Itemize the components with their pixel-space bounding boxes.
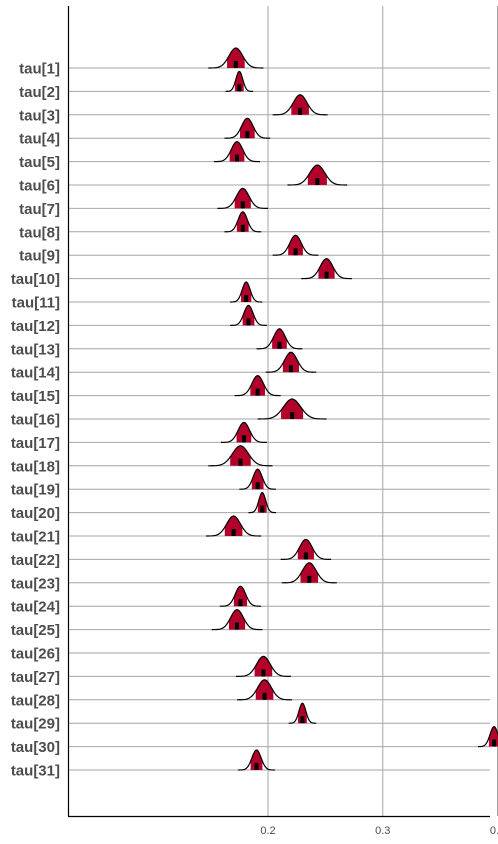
y-tick-label: tau[9]	[19, 248, 60, 265]
median-marker	[307, 576, 311, 583]
median-marker	[294, 248, 298, 255]
y-tick-label: tau[14]	[11, 365, 60, 382]
y-tick-label: tau[8]	[19, 224, 60, 241]
median-marker	[277, 342, 281, 349]
median-marker	[238, 459, 242, 466]
median-marker	[298, 108, 302, 115]
y-tick-label: tau[15]	[11, 388, 60, 405]
y-tick-label: tau[21]	[11, 529, 60, 546]
median-marker	[304, 552, 308, 559]
y-axis-labels: tau[1] tau[2] tau[3] tau[4] tau[5] tau[6] tau[…	[11, 61, 60, 780]
median-marker	[238, 599, 242, 606]
y-tick-label: tau[18]	[11, 458, 60, 475]
x-tick-label: 0.3	[375, 825, 390, 837]
y-tick-label: tau[30]	[11, 739, 60, 756]
y-tick-label: tau[10]	[11, 271, 60, 288]
y-tick-label: tau[1]	[19, 61, 60, 78]
median-marker	[290, 412, 294, 419]
y-tick-label: tau[20]	[11, 505, 60, 522]
median-marker	[256, 389, 260, 396]
x-tick-label: 0.2	[260, 825, 275, 837]
y-tick-label: tau[11]	[12, 295, 60, 312]
median-marker	[241, 201, 245, 208]
median-marker	[237, 84, 241, 91]
median-marker	[241, 225, 245, 232]
median-marker	[232, 529, 236, 536]
y-tick-label: tau[16]	[11, 412, 60, 429]
median-marker	[325, 272, 329, 279]
y-tick-label: tau[27]	[11, 669, 60, 686]
median-marker	[245, 131, 249, 138]
y-tick-label: tau[4]	[19, 131, 60, 148]
median-marker	[242, 435, 246, 442]
median-marker	[263, 693, 267, 700]
median-marker	[244, 295, 248, 302]
median-marker	[261, 669, 265, 676]
y-tick-label: tau[29]	[11, 716, 60, 733]
median-marker	[260, 506, 264, 513]
y-tick-label: tau[24]	[11, 599, 60, 616]
y-tick-label: tau[19]	[11, 482, 60, 499]
y-tick-label: tau[6]	[19, 178, 60, 195]
median-marker	[235, 155, 239, 162]
median-marker	[315, 178, 319, 185]
median-marker	[300, 716, 304, 723]
y-tick-label: tau[2]	[19, 84, 60, 101]
x-tick-label: 0.4	[490, 825, 498, 837]
y-tick-label: tau[31]	[11, 763, 60, 780]
y-tick-label: tau[23]	[11, 575, 60, 592]
median-marker	[256, 482, 260, 489]
median-marker	[235, 623, 239, 630]
median-marker	[289, 365, 293, 372]
y-tick-label: tau[3]	[19, 107, 60, 124]
y-tick-label: tau[12]	[11, 318, 60, 335]
median-marker	[492, 740, 496, 747]
median-marker	[234, 61, 238, 68]
median-marker	[246, 318, 250, 325]
y-tick-label: tau[25]	[11, 622, 60, 639]
median-marker	[255, 763, 259, 770]
y-tick-label: tau[22]	[11, 552, 60, 569]
y-tick-label: tau[13]	[11, 341, 60, 358]
y-tick-label: tau[7]	[19, 201, 60, 218]
y-tick-label: tau[17]	[11, 435, 60, 452]
y-tick-label: tau[5]	[19, 154, 60, 171]
y-tick-label: tau[26]	[11, 646, 60, 663]
y-tick-label: tau[28]	[11, 692, 60, 709]
